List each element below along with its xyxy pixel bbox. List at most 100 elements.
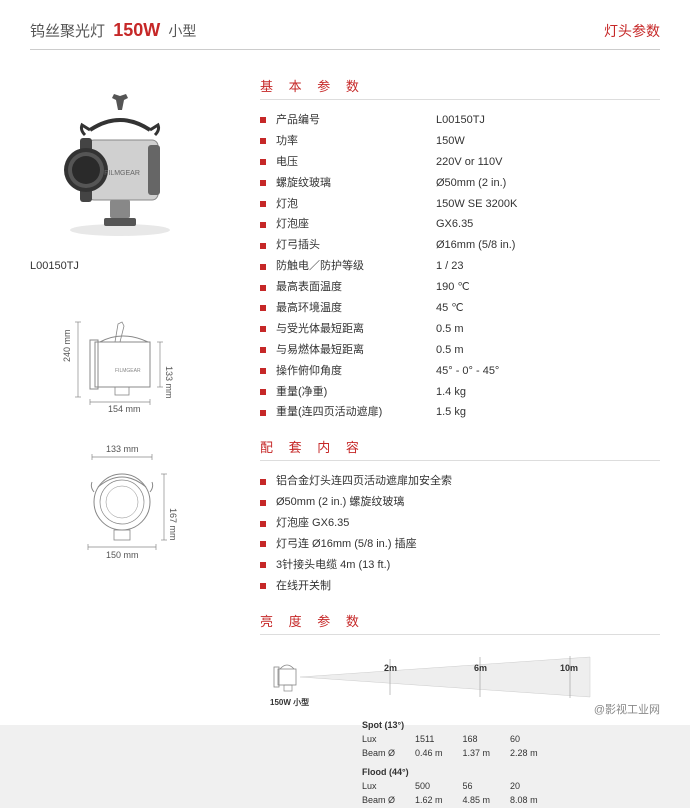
spec-label: 螺旋纹玻璃 (276, 173, 436, 194)
spec-label: 操作俯仰角度 (276, 361, 436, 382)
bullet-icon (260, 389, 266, 395)
spec-row: 灯泡座GX6.35 (260, 214, 660, 235)
svg-text:10m: 10m (560, 663, 578, 673)
bullet-icon (260, 222, 266, 228)
accessory-row: 铝合金灯头连四页活动遮扉加安全索 (260, 471, 660, 492)
brightness-table: Spot (13°) Lux151116860 Beam Ø0.46 m1.37… (360, 717, 558, 808)
spec-row: 重量(连四页活动遮扉)1.5 kg (260, 402, 660, 423)
spec-value: 0.5 m (436, 340, 464, 361)
spec-row: 螺旋纹玻璃Ø50mm (2 in.) (260, 173, 660, 194)
title-left: 钨丝聚光灯 150W 小型 (30, 20, 196, 41)
bullet-icon (260, 264, 266, 270)
accessory-row: 3针接头电缆 4m (13 ft.) (260, 555, 660, 576)
bullet-icon (260, 305, 266, 311)
bullet-icon (260, 368, 266, 374)
svg-text:240 mm: 240 mm (62, 329, 72, 362)
accessory-text: 铝合金灯头连四页活动遮扉加安全索 (276, 471, 452, 492)
section-basic-params: 基 本 参 数 (260, 76, 660, 100)
spec-label: 最高表面温度 (276, 277, 436, 298)
spec-value: 220V or 110V (436, 152, 502, 173)
size-label: 小型 (168, 23, 196, 39)
spec-row: 灯弓插头Ø16mm (5/8 in.) (260, 235, 660, 256)
section-accessories: 配 套 内 容 (260, 437, 660, 461)
spec-row: 重量(净重)1.4 kg (260, 382, 660, 403)
spec-value: Ø50mm (2 in.) (436, 173, 506, 194)
accessory-row: Ø50mm (2 in.) 螺旋纹玻璃 (260, 492, 660, 513)
bullet-icon (260, 500, 266, 506)
section-brightness: 亮 度 参 数 (260, 611, 660, 635)
product-code: L00150TJ (30, 260, 230, 272)
spec-value: 190 ℃ (436, 277, 470, 298)
left-column: FILMGEAR L00150TJ 240 mm FILMGEAR (30, 70, 230, 808)
spec-value: GX6.35 (436, 214, 473, 235)
spec-value: 0.5 m (436, 319, 464, 340)
spec-value: Ø16mm (5/8 in.) (436, 235, 515, 256)
spec-label: 重量(净重) (276, 382, 436, 403)
spec-label: 产品编号 (276, 110, 436, 131)
accessory-text: 灯泡座 GX6.35 (276, 513, 349, 534)
spec-label: 灯弓插头 (276, 235, 436, 256)
accessories-list: 铝合金灯头连四页活动遮扉加安全索Ø50mm (2 in.) 螺旋纹玻璃灯泡座 G… (260, 471, 660, 596)
spec-row: 灯泡150W SE 3200K (260, 194, 660, 215)
content-row: FILMGEAR L00150TJ 240 mm FILMGEAR (30, 70, 660, 808)
svg-text:6m: 6m (474, 663, 487, 673)
svg-text:150W 小型: 150W 小型 (270, 697, 309, 707)
spec-label: 灯泡 (276, 194, 436, 215)
accessory-text: 灯弓连 Ø16mm (5/8 in.) 插座 (276, 534, 417, 555)
beam-diagram: 2m 6m 10m 150W 小型 (260, 649, 660, 709)
bullet-icon (260, 159, 266, 165)
wattage: 150W (113, 20, 160, 40)
bullet-icon (260, 180, 266, 186)
spec-row: 操作俯仰角度45° - 0° - 45° (260, 361, 660, 382)
spec-value: 150W SE 3200K (436, 194, 517, 215)
bullet-icon (260, 201, 266, 207)
spec-row: 防触电／防护等级1 / 23 (260, 256, 660, 277)
spec-value: 1.4 kg (436, 382, 466, 403)
spec-value: 150W (436, 131, 465, 152)
dimension-diagram-side: 240 mm FILMGEAR 154 mm (30, 302, 230, 412)
specs-list: 产品编号L00150TJ功率150W电压220V or 110V螺旋纹玻璃Ø50… (260, 110, 660, 423)
spec-row: 与易燃体最短距离0.5 m (260, 340, 660, 361)
bullet-icon (260, 138, 266, 144)
bullet-icon (260, 410, 266, 416)
bullet-icon (260, 243, 266, 249)
svg-text:2m: 2m (384, 663, 397, 673)
accessory-row: 灯泡座 GX6.35 (260, 513, 660, 534)
spec-value: 1.5 kg (436, 402, 466, 423)
page-header: 钨丝聚光灯 150W 小型 灯头参数 (30, 20, 660, 50)
spec-row: 最高表面温度190 ℃ (260, 277, 660, 298)
spec-value: L00150TJ (436, 110, 485, 131)
accessory-row: 在线开关制 (260, 576, 660, 597)
page-container: 钨丝聚光灯 150W 小型 灯头参数 FILMGEAR (0, 0, 690, 725)
spec-value: 45° - 0° - 45° (436, 361, 499, 382)
svg-text:133 mm: 133 mm (106, 444, 139, 454)
svg-text:150 mm: 150 mm (106, 550, 139, 560)
accessory-text: 3针接头电缆 4m (13 ft.) (276, 555, 390, 576)
spec-value: 1 / 23 (436, 256, 464, 277)
spec-label: 灯泡座 (276, 214, 436, 235)
bullet-icon (260, 583, 266, 589)
bullet-icon (260, 541, 266, 547)
accessory-text: Ø50mm (2 in.) 螺旋纹玻璃 (276, 492, 404, 513)
spec-label: 功率 (276, 131, 436, 152)
spec-row: 与受光体最短距离0.5 m (260, 319, 660, 340)
bullet-icon (260, 285, 266, 291)
flood-label: Flood (44°) (362, 761, 556, 778)
bullet-icon (260, 562, 266, 568)
brightness-block: 2m 6m 10m 150W 小型 Spot (13°) Lux15111686… (260, 649, 660, 808)
svg-text:167 mm: 167 mm (168, 508, 178, 541)
spec-label: 与受光体最短距离 (276, 319, 436, 340)
bullet-icon (260, 347, 266, 353)
svg-text:154 mm: 154 mm (108, 404, 141, 412)
dimension-diagram-front: 133 mm 150 mm 1 (30, 442, 230, 562)
bullet-icon (260, 117, 266, 123)
spec-row: 最高环境温度45 ℃ (260, 298, 660, 319)
svg-text:FILMGEAR: FILMGEAR (115, 368, 141, 374)
bullet-icon (260, 479, 266, 485)
spec-label: 防触电／防护等级 (276, 256, 436, 277)
spec-label: 电压 (276, 152, 436, 173)
header-right-label: 灯头参数 (604, 21, 660, 41)
spec-label: 与易燃体最短距离 (276, 340, 436, 361)
spec-label: 最高环境温度 (276, 298, 436, 319)
spec-row: 功率150W (260, 131, 660, 152)
